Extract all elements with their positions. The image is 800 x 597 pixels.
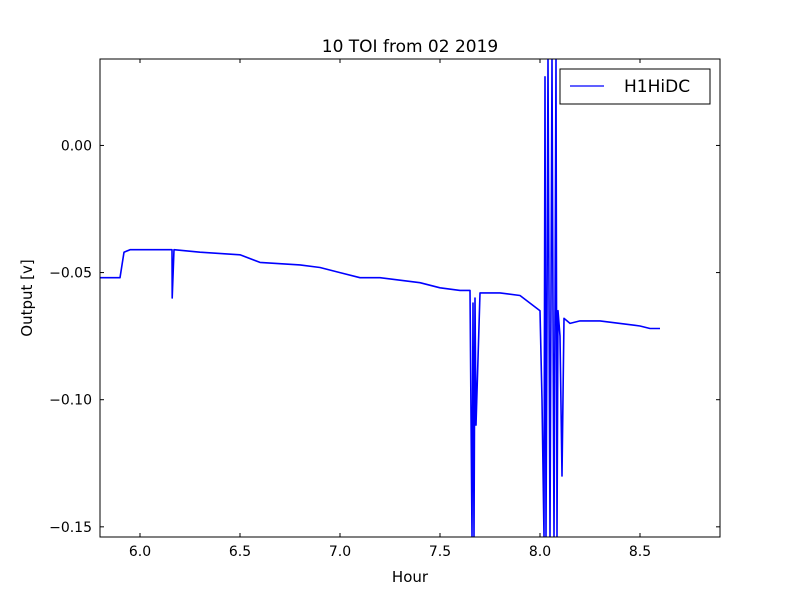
x-tick-label: 7.0 bbox=[329, 544, 351, 560]
y-tick-label: −0.10 bbox=[49, 393, 92, 409]
plot-frame bbox=[99, 58, 721, 538]
x-axis-label: Hour bbox=[392, 568, 429, 586]
y-tick-label: −0.05 bbox=[49, 266, 92, 282]
x-tick-label: 6.5 bbox=[229, 544, 251, 560]
x-tick-label: 8.0 bbox=[529, 544, 551, 560]
x-tick-label: 8.5 bbox=[629, 544, 651, 560]
series-line-h1hidc bbox=[100, 59, 660, 537]
chart-title: 10 TOI from 02 2019 bbox=[322, 37, 498, 57]
x-axis: 6.0 6.5 7.0 7.5 8.0 8.5 bbox=[129, 59, 651, 560]
x-tick-label: 6.0 bbox=[129, 544, 151, 560]
y-tick-label: −0.15 bbox=[49, 520, 92, 536]
y-tick-label: 0.00 bbox=[61, 138, 92, 154]
y-axis-label: Output [v] bbox=[18, 259, 36, 336]
series-layer bbox=[100, 59, 660, 537]
x-tick-label: 7.5 bbox=[429, 544, 451, 560]
y-axis: 0.00 −0.05 −0.10 −0.15 bbox=[49, 138, 720, 536]
legend: H1HiDC bbox=[559, 68, 711, 105]
legend-label-h1hidc: H1HiDC bbox=[624, 77, 690, 97]
